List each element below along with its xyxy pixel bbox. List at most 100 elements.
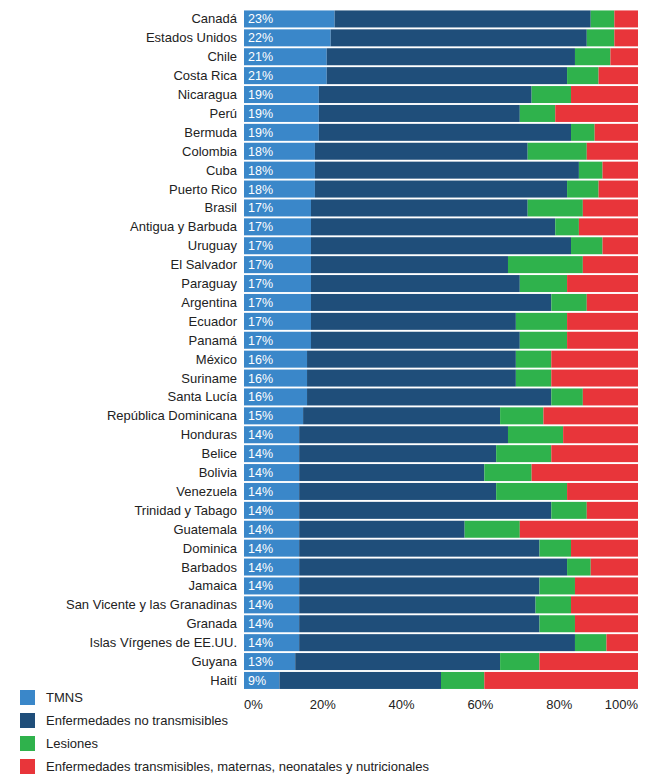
bar-segment [583,388,638,405]
bar-segment [319,124,571,141]
bar-segment [591,559,638,576]
bar-segment [575,615,638,632]
bar-segment [540,615,575,632]
bar-segment [307,351,516,368]
bar-segment [244,596,299,613]
legend-label: Enfermedades no transmisibles [46,713,229,728]
bar-segment [591,10,615,27]
bar-segment [299,521,464,538]
bar-segment [311,275,520,292]
bar-segment [319,105,520,122]
bar-segment [244,407,303,424]
bar-segment [595,124,638,141]
bar-segment [528,199,583,216]
bar-segment [540,653,639,670]
bar-segment [587,502,638,519]
data-label: 17% [248,239,273,253]
data-label: 17% [248,258,273,272]
data-label: 17% [248,277,273,291]
bar-segment [520,521,638,538]
bar-segment [299,577,539,594]
bar-segment [520,275,567,292]
bar-segment [496,483,567,500]
bar-segment [311,218,555,235]
bar-segment [583,199,638,216]
category-label: Barbados [181,560,237,575]
bar-segment [303,407,500,424]
bar-segment [563,426,638,443]
bar-segment [311,332,520,349]
legend-swatch [20,736,35,751]
bar-segment [244,10,335,27]
tick-label: 80% [546,697,572,712]
bar-segment [244,653,295,670]
bar-segment [299,502,551,519]
data-label: 14% [248,617,273,631]
category-label: Bermuda [184,125,238,140]
category-label: San Vicente y las Granadinas [66,597,238,612]
category-label: Perú [210,106,237,121]
bar-segment [244,521,299,538]
category-label: Antigua y Barbuda [130,219,238,234]
bar-segment [516,351,551,368]
data-label: 19% [248,88,273,102]
bar-segment [244,615,299,632]
bar-segment [299,634,575,651]
data-label: 9% [248,674,266,688]
data-label: 17% [248,220,273,234]
bar-segment [579,162,603,179]
bar-segment [244,332,311,349]
data-label: 22% [248,31,273,45]
bar-segment [311,199,528,216]
bar-segment [583,256,638,273]
bar-segment [311,294,551,311]
bar-segment [311,256,508,273]
bar-segment [579,218,638,235]
category-label: Estados Unidos [146,30,238,45]
bar-segment [484,672,638,689]
bar-segment [279,672,441,689]
bar-segment [567,275,638,292]
bar-segment [244,237,311,254]
data-label: 14% [248,447,273,461]
bar-segment [516,313,567,330]
bar-segment [244,218,311,235]
data-label: 14% [248,579,273,593]
bar-segment [244,29,331,46]
bar-segment [587,29,615,46]
data-label: 15% [248,409,273,423]
bar-segment [244,634,299,651]
category-label: Paraguay [181,276,237,291]
bar-segment [299,445,496,462]
category-label: República Dominicana [107,408,238,423]
bar-segment [244,370,307,387]
bar-segment [244,351,307,368]
bar-segment [244,577,299,594]
bar-segment [500,407,543,424]
bar-segment [484,464,531,481]
bar-segment [536,596,571,613]
bar-segment [571,86,638,103]
category-label: Costa Rica [173,68,237,83]
data-label: 18% [248,164,273,178]
category-label: Uruguay [188,238,238,253]
data-label: 17% [248,201,273,215]
category-label: Chile [207,49,237,64]
bar-segment [567,483,638,500]
bar-segment [295,653,500,670]
bar-segment [543,407,638,424]
bar-segment [244,559,299,576]
bar-segment [496,445,551,462]
bar-segment [571,596,638,613]
legend-swatch [20,713,35,728]
bar-segment [587,143,638,160]
bar-segment [299,596,535,613]
category-label: Ecuador [189,314,238,329]
tick-label: 40% [389,697,415,712]
bar-segment [244,483,299,500]
tick-label: 60% [467,697,493,712]
bar-segment [540,577,575,594]
bar-segment [315,181,567,198]
bar-segment [603,162,638,179]
data-label: 21% [248,69,273,83]
